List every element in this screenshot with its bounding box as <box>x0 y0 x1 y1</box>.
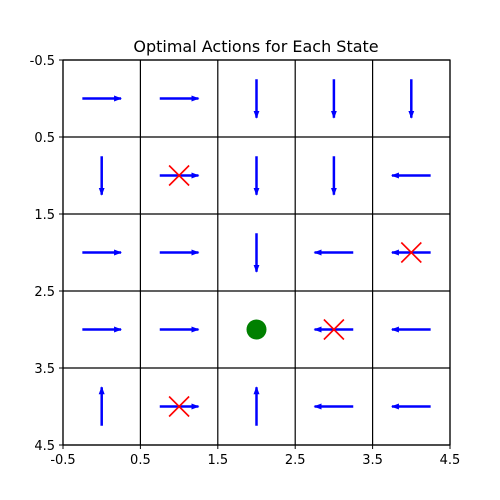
y-tick-label: 1.5 <box>34 208 55 223</box>
x-tick-label: 4.5 <box>440 453 461 468</box>
x-tick-label: 3.5 <box>362 453 383 468</box>
x-tick-label: -0.5 <box>50 453 75 468</box>
y-tick-label: 4.5 <box>34 439 55 454</box>
goal-state-marker <box>246 319 267 340</box>
axes: -0.5 0.5 1.5 2.5 3.5 4.5-0.50.51.52.53.54.5 <box>30 54 461 468</box>
blocked-state-x-mark-r4-c1 <box>168 395 190 418</box>
chart-title: Optimal Actions for Each State <box>133 37 378 56</box>
x-tick-label: 0.5 <box>130 453 151 468</box>
x-tick-label: 2.5 <box>285 453 306 468</box>
state-markers <box>168 164 422 418</box>
action-arrows <box>82 79 431 426</box>
x-tick-label: 1.5 <box>207 453 228 468</box>
blocked-state-x-mark-r2-c4 <box>400 241 422 264</box>
y-tick-label: 3.5 <box>34 362 55 377</box>
plot-frame <box>62 59 451 446</box>
y-tick-label: -0.5 <box>30 54 55 69</box>
y-tick-label: 0.5 <box>34 131 55 146</box>
y-tick-label: 2.5 <box>34 285 55 300</box>
blocked-state-x-mark-r1-c1 <box>168 164 190 187</box>
blocked-state-x-mark-r3-c3 <box>323 318 345 341</box>
